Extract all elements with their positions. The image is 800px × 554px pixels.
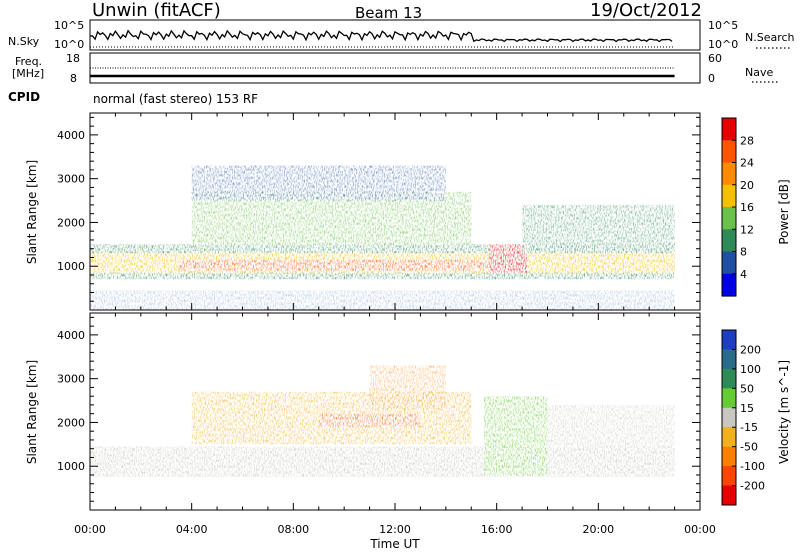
y-tick-label: 1000 — [57, 260, 85, 273]
station-title: Unwin (fitACF) — [92, 0, 221, 21]
y-tick-label: 1000 — [57, 460, 85, 473]
colorbar-segment — [722, 273, 736, 297]
colorbar-segment — [722, 251, 736, 275]
colorbar-tick-label: 200 — [740, 343, 761, 356]
power-heatmap-data — [90, 165, 675, 310]
colorbar-tick-label: -15 — [740, 421, 758, 434]
nsky-strip-frame — [89, 19, 701, 51]
velocity-evening-band — [547, 404, 675, 454]
colorbar-tick-label: -200 — [740, 480, 765, 493]
y-tick-label: 3000 — [57, 373, 85, 386]
freq-tick-bottom: 8 — [70, 72, 77, 85]
colorbar-segment — [722, 388, 736, 409]
colorbar-tick-label: 28 — [740, 134, 754, 147]
colorbar-frame — [721, 329, 737, 506]
date-title: 19/Oct/2012 — [590, 0, 702, 21]
nave-label: Nave — [745, 66, 774, 79]
velocity-colorbar-label: Velocity [m s^-1] — [777, 360, 791, 464]
colorbar-segment — [722, 207, 736, 230]
colorbar-tick-label: 24 — [740, 157, 754, 170]
power-strong-patch — [489, 244, 528, 273]
power-upper-band — [191, 191, 472, 245]
x-tick-label: 16:00 — [481, 523, 513, 536]
colorbar-tick-label: 12 — [740, 223, 754, 236]
nsearch-tick-top: 10^5 — [708, 19, 739, 32]
freq-label-line2: [MHz] — [12, 67, 45, 80]
x-tick-label: 00:00 — [74, 523, 106, 536]
colorbar-tick-label: 4 — [740, 268, 747, 281]
x-tick-label: 04:00 — [176, 523, 208, 536]
freq-label-line1: Freq. — [15, 55, 43, 68]
colorbar-segment — [722, 368, 736, 389]
velocity-positive-patch — [484, 396, 548, 475]
power-colorbar: 28 24 20 16 12 8 4 — [721, 117, 754, 297]
nsky-label: N.Sky — [8, 35, 40, 48]
colorbar-segment — [722, 446, 736, 467]
power-evening-band — [522, 204, 675, 254]
colorbar-segment — [722, 466, 736, 486]
power-ylabel: Slant Range [km] — [25, 160, 39, 264]
colorbar-tick-label: 16 — [740, 201, 754, 214]
x-tick-label: 08:00 — [277, 523, 309, 536]
velocity-far-scatter — [369, 365, 446, 410]
velocity-fast-flow — [318, 413, 421, 427]
y-tick-label: 4000 — [57, 129, 85, 142]
nsearch-label: N.Search — [745, 31, 795, 44]
nave-tick-bottom: 0 — [708, 72, 715, 85]
nsearch-tick-bottom: 10^0 — [708, 38, 739, 51]
power-near-range — [90, 290, 675, 310]
colorbar-segment — [722, 184, 736, 208]
colorbar-tick-label: 8 — [740, 246, 747, 259]
velocity-heatmap-data — [90, 365, 675, 478]
freq-tick-top: 18 — [66, 52, 80, 65]
colorbar-segment — [722, 162, 736, 186]
y-tick-label: 2000 — [57, 216, 85, 229]
cpid-label: CPID — [8, 90, 41, 104]
beam-title: Beam 13 — [355, 4, 423, 22]
colorbar-segment — [722, 349, 736, 370]
colorbar-segment — [722, 330, 736, 350]
colorbar-segment — [722, 118, 736, 141]
strip-traces — [89, 29, 675, 78]
nsky-tick-bottom: 10^0 — [54, 38, 85, 51]
power-far-scatter — [191, 165, 446, 201]
x-tick-label: 20:00 — [582, 523, 614, 536]
colorbar-tick-label: 20 — [740, 179, 754, 192]
colorbar-segment — [722, 140, 736, 164]
power-band-core — [179, 259, 497, 271]
x-axis-label: Time UT — [369, 537, 420, 551]
colorbar-segment — [722, 427, 736, 448]
velocity-colorbar: 200 100 50 15 -15 -50 -100 -200 — [721, 329, 765, 506]
y-tick-label: 3000 — [57, 173, 85, 186]
nsky-tick-top: 10^5 — [54, 19, 85, 32]
colorbar-segment — [722, 407, 736, 428]
x-tick-label: 12:00 — [379, 523, 411, 536]
colorbar-tick-label: 50 — [740, 382, 754, 395]
colorbar-tick-label: 100 — [740, 363, 761, 376]
y-tick-label: 4000 — [57, 329, 85, 342]
axes: 1000 2000 3000 4000 1000 2000 3000 4000 00:00 04:… — [57, 113, 716, 536]
x-tick-label: 00:00 — [684, 523, 716, 536]
velocity-ylabel: Slant Range [km] — [25, 360, 39, 464]
colorbar-tick-label: 15 — [740, 402, 754, 415]
y-tick-label: 2000 — [57, 416, 85, 429]
colorbar-tick-label: -50 — [740, 441, 758, 454]
power-colorbar-label: Power [dB] — [777, 179, 791, 244]
colorbar-tick-label: -100 — [740, 460, 765, 473]
colorbar-segment — [722, 229, 736, 253]
cpid-value: normal (fast stereo) 153 RF — [93, 92, 259, 106]
colorbar-segment — [722, 485, 736, 506]
nsky-trace — [89, 29, 673, 43]
nave-tick-top: 60 — [708, 52, 722, 65]
